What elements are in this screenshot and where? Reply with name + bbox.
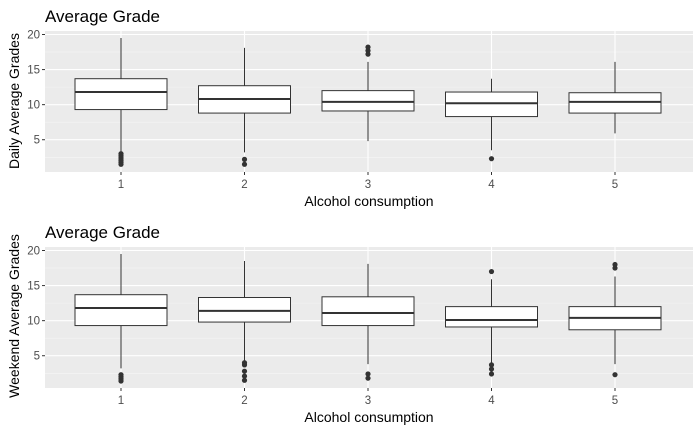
outlier-point [118,151,124,157]
iqr-box [445,91,538,118]
y-tick-label: 10 [27,100,40,112]
outlier-point [241,368,248,374]
outlier-point [488,268,495,275]
y-axis-label-daily: Daily Average Grades [6,33,22,169]
y-ticks-weekend: 5 10 15 20 [27,246,45,363]
x-axis-label-weekend: Alcohol consumption [304,409,433,425]
box-category-2 [198,261,291,383]
weekend-grades-panel: Average Grade 5 10 15 20 1 2 3 4 5 Weekend Aver… [6,223,693,425]
outlier-point [488,362,495,368]
x-tick-label: 1 [118,179,124,191]
x-tick-label: 3 [365,395,371,407]
outlier-point [241,377,248,383]
boxes-weekend [74,254,662,384]
y-tick-label: 5 [34,135,40,147]
outlier-point [612,261,618,268]
x-tick-label: 1 [118,395,124,407]
iqr-box [445,306,538,328]
box-category-4 [445,78,538,162]
box-category-1 [74,38,168,167]
x-tick-label: 5 [612,179,618,191]
outlier-point [365,371,371,377]
outlier-point [241,373,248,379]
iqr-box [74,78,168,111]
x-tick-label: 3 [365,179,371,191]
box-category-5 [568,61,662,134]
y-ticks-daily: 5 10 15 20 [27,30,45,147]
iqr-box [568,92,662,114]
outlier-point [118,372,124,378]
x-tick-label: 4 [488,179,495,191]
x-ticks-daily: 1 2 3 4 5 [118,172,618,191]
iqr-box [321,296,415,327]
y-tick-label: 5 [34,351,40,363]
outlier-point [241,161,248,167]
box-category-4 [445,268,538,377]
iqr-box [321,90,415,112]
chart-title-daily: Average Grade [45,7,160,26]
box-category-1 [74,254,168,384]
x-tick-label: 2 [241,395,247,407]
box-category-2 [198,47,291,167]
x-tick-label: 4 [488,395,495,407]
outlier-point [241,360,248,366]
outlier-point [365,375,371,381]
outlier-point [488,366,495,372]
iqr-box [198,297,291,323]
x-tick-label: 2 [241,179,247,191]
outlier-point [365,44,371,50]
box-category-3 [321,263,415,381]
y-tick-label: 15 [27,65,40,77]
y-tick-label: 20 [27,30,40,42]
y-tick-label: 10 [27,316,40,328]
x-axis-label-daily: Alcohol consumption [304,193,433,209]
box-category-3 [321,44,415,142]
outlier-point [488,156,495,162]
x-tick-label: 5 [612,395,618,407]
daily-grades-panel: Average Grade 5 10 15 20 1 2 3 4 5 Daily Averag… [6,7,693,209]
x-ticks-weekend: 1 2 3 4 5 [118,388,618,407]
y-axis-label-weekend: Weekend Average Grades [6,234,22,398]
iqr-box [74,294,168,327]
chart-title-weekend: Average Grade [45,223,160,242]
boxes-daily [74,38,662,167]
box-category-5 [568,261,662,378]
outlier-point [488,371,495,377]
y-tick-label: 15 [27,281,40,293]
outlier-point [241,156,248,162]
y-tick-label: 20 [27,246,40,258]
outlier-point [612,372,618,378]
